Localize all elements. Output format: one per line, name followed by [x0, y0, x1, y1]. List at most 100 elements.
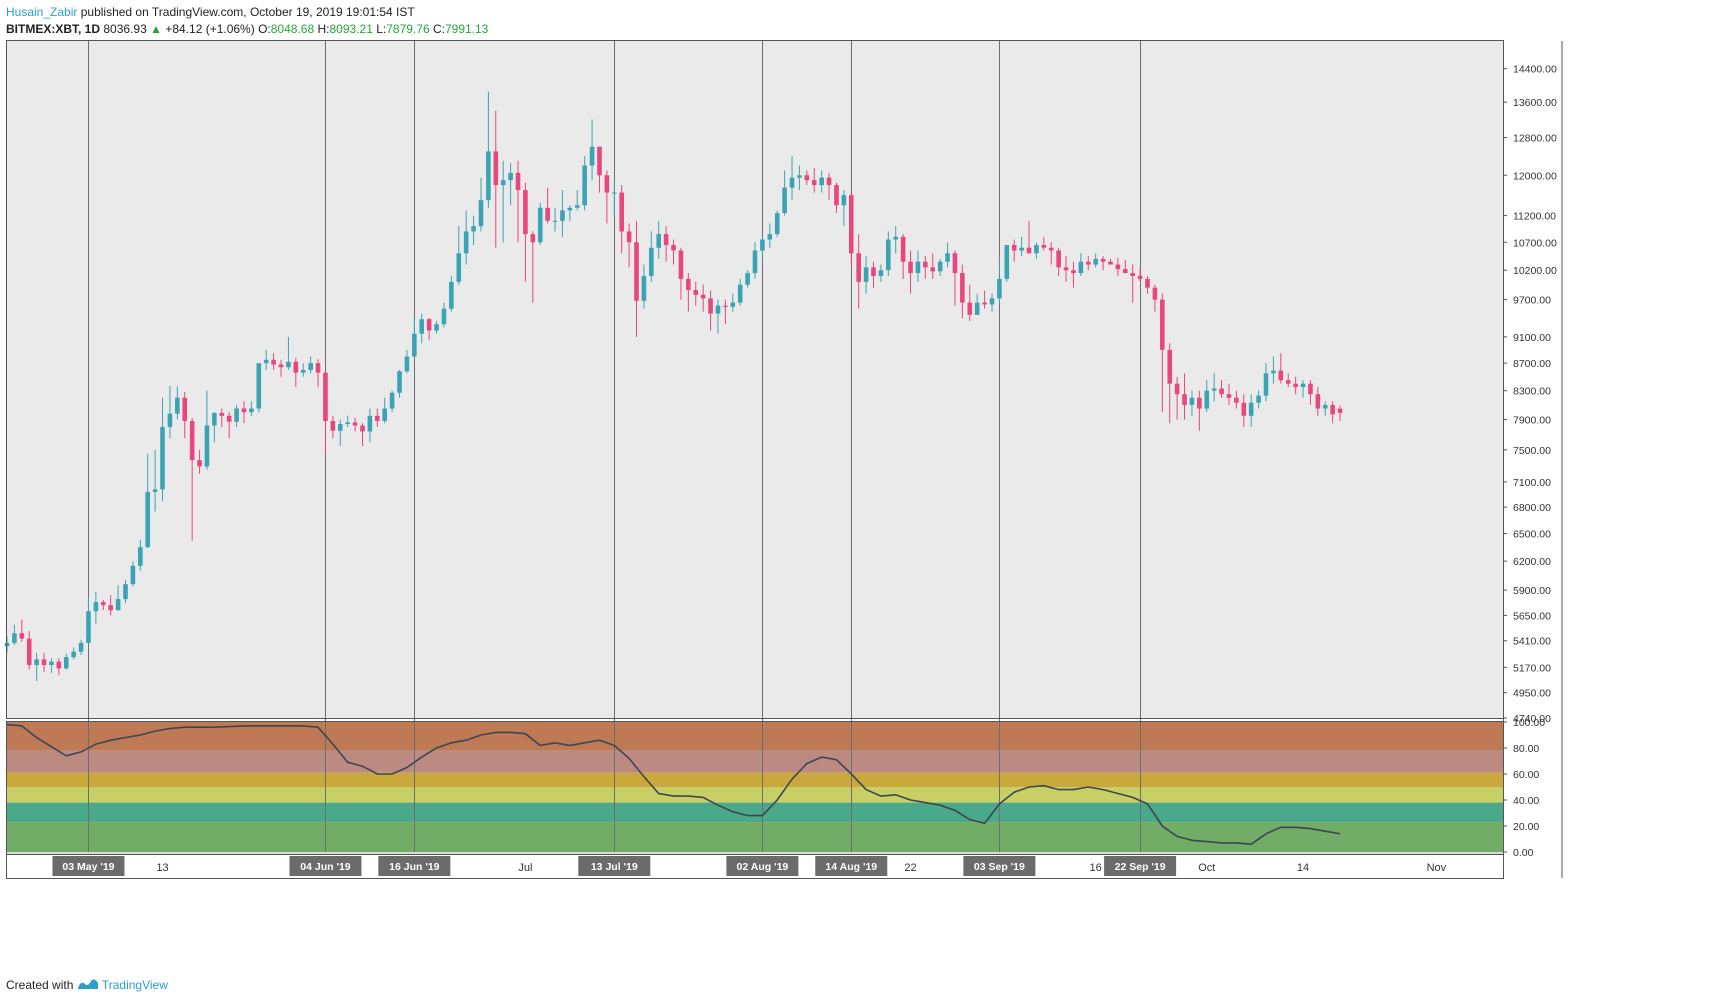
time-tick-label-8: Oct: [1198, 862, 1215, 874]
osc-tick-label-0: 100.00: [1513, 717, 1545, 729]
candle-body-101: [752, 250, 758, 274]
candle-body-74: [552, 220, 558, 222]
candle-body-151: [1123, 269, 1128, 274]
candle-body-132: [982, 302, 987, 305]
candle-body-56: [419, 319, 425, 334]
candle-body-12: [93, 602, 99, 612]
candle-body-157: [1167, 349, 1173, 384]
candle-body-55: [412, 333, 417, 357]
candle-body-93: [693, 290, 699, 295]
candle-body-164: [1219, 388, 1224, 395]
candle-body-89: [663, 234, 669, 245]
candle-body-59: [441, 308, 447, 325]
osc-tick-label-2: 60.00: [1513, 769, 1539, 781]
candle-body-84: [626, 231, 632, 243]
candle-body-130: [967, 302, 973, 315]
price-tick-label-17: 5900.00: [1513, 585, 1551, 597]
price-tick-label-15: 6500.00: [1513, 528, 1551, 540]
candle-body-178: [1322, 404, 1328, 409]
candle-body-179: [1330, 404, 1335, 415]
price-tick-label-14: 6800.00: [1513, 502, 1551, 514]
candle-body-6: [49, 661, 54, 666]
author-link[interactable]: Husain_Zabir: [6, 5, 78, 19]
candle-body-45: [337, 423, 343, 431]
candle-body-165: [1226, 394, 1232, 398]
date-marker-label-3: 13 Jul '19: [591, 861, 638, 873]
candle-body-61: [456, 253, 462, 282]
price-tick-label-7: 9700.00: [1513, 295, 1551, 307]
candle-body-109: [811, 180, 817, 186]
candle-body-14: [108, 605, 113, 611]
candle-body-175: [1300, 383, 1306, 388]
candle-body-114: [848, 195, 854, 254]
candle-body-24: [182, 397, 188, 422]
candle-body-5: [41, 659, 47, 666]
price-tick-label-8: 9100.00: [1513, 332, 1551, 344]
candle-body-73: [545, 207, 550, 221]
osc-band-4: [7, 802, 1503, 823]
price-tick-label-0: 14400.00: [1513, 64, 1557, 76]
candle-body-105: [782, 187, 787, 213]
candle-body-156: [1160, 299, 1165, 350]
candle-body-103: [767, 234, 773, 240]
candle-body-161: [1197, 397, 1202, 409]
candle-body-76: [567, 207, 573, 211]
candle-body-4: [34, 659, 39, 666]
price-tick-label-20: 5170.00: [1513, 662, 1551, 674]
candle-body-60: [449, 281, 454, 309]
candle-body-177: [1315, 394, 1321, 409]
date-marker-label-5: 14 Aug '19: [825, 861, 877, 873]
candle-body-81: [604, 175, 610, 193]
candle-body-90: [671, 244, 676, 251]
candle-body-123: [915, 261, 921, 274]
candle-body-170: [1263, 373, 1269, 396]
tradingview-link[interactable]: TradingView: [101, 978, 168, 992]
candle-body-147: [1093, 258, 1098, 265]
candle-body-166: [1234, 397, 1239, 403]
candle-body-38: [286, 361, 291, 368]
price-tick-label-22: 4740.00: [1513, 713, 1551, 725]
candle-body-82: [611, 192, 617, 194]
candle-body-141: [1048, 247, 1054, 251]
candle-body-15: [115, 599, 121, 611]
candle-body-49: [367, 415, 373, 432]
candle-body-107: [797, 175, 802, 178]
date-marker-label-7: 22 Sep '19: [1115, 861, 1166, 873]
candle-body-19: [145, 491, 151, 548]
candle-body-163: [1211, 388, 1217, 391]
candle-body-35: [263, 359, 269, 364]
candle-body-53: [397, 371, 402, 393]
candle-body-8: [63, 657, 69, 669]
price-tick-label-11: 7900.00: [1513, 415, 1551, 427]
candle-body-18: [138, 547, 143, 566]
date-marker-badge-4: [726, 856, 799, 876]
candle-body-139: [1034, 244, 1039, 254]
candle-body-124: [923, 261, 928, 268]
candle-body-75: [560, 210, 565, 221]
candle-body-162: [1204, 390, 1210, 409]
candle-body-104: [774, 212, 780, 235]
candle-body-134: [997, 278, 1002, 299]
candle-body-115: [856, 253, 861, 282]
candle-body-29: [219, 412, 225, 416]
candle-body-159: [1182, 394, 1187, 405]
candle-body-126: [937, 261, 943, 272]
price-pane-background: [7, 41, 1503, 718]
candle-body-11: [86, 611, 91, 643]
price-tick-label-10: 8300.00: [1513, 386, 1551, 398]
osc-tick-label-5: 0.00: [1513, 847, 1534, 859]
candle-body-22: [167, 413, 173, 427]
candle-body-144: [1071, 270, 1076, 274]
price-tick-label-12: 7500.00: [1513, 445, 1551, 457]
candle-body-94: [700, 294, 706, 299]
candle-body-77: [574, 205, 580, 208]
candle-body-31: [234, 408, 239, 422]
last-price: 8036.93: [103, 22, 147, 36]
candle-body-83: [619, 192, 624, 232]
candle-body-47: [352, 422, 358, 426]
candle-body-52: [389, 392, 395, 409]
candle-body-167: [1241, 402, 1247, 416]
candle-body-112: [834, 185, 839, 206]
candle-body-173: [1285, 380, 1291, 384]
